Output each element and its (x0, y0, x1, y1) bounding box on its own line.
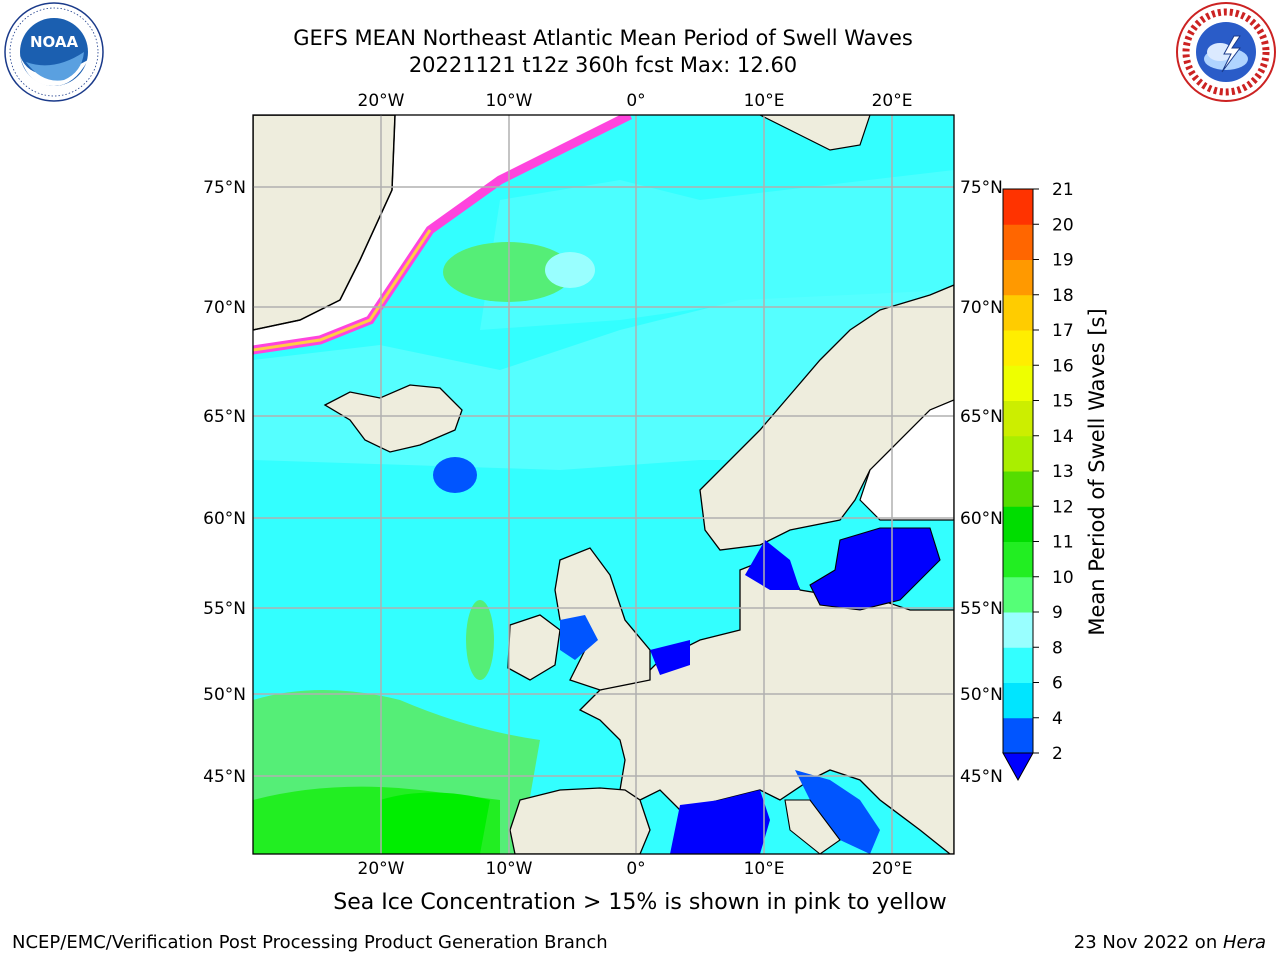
footer-date-text: 23 Nov 2022 on (1073, 932, 1223, 953)
colorbar-tick-label: 4 (1052, 709, 1063, 729)
lon-label-bottom: 20°W (358, 859, 405, 879)
colorbar-tick-label: 2 (1052, 744, 1063, 764)
colorbar-segment (1003, 717, 1033, 754)
lat-label-right: 70°N (960, 298, 1003, 318)
swell-11-12-patch (380, 792, 490, 854)
lon-label-bottom: 10°W (486, 859, 533, 879)
iberia-land (509, 787, 651, 854)
lat-label-right: 75°N (960, 178, 1003, 198)
lat-label-left: 70°N (203, 298, 246, 318)
ireland-land (507, 614, 561, 681)
map-title: GEFS MEAN Northeast Atlantic Mean Period… (293, 26, 913, 50)
colorbar-tick-label: 9 (1052, 603, 1063, 623)
footer-credit: NCEP/EMC/Verification Post Processing Pr… (12, 932, 608, 953)
swell-6-8-north (480, 170, 954, 330)
colorbar-segment (1003, 330, 1033, 366)
colorbar-tick-label: 21 (1052, 180, 1074, 200)
colorbar-tick-label: 12 (1052, 497, 1074, 517)
colorbar-segment (1003, 259, 1033, 296)
lat-label-left: 45°N (203, 767, 246, 787)
lon-label-bottom: 0° (626, 859, 645, 879)
gulf-of-bothnia-ice (859, 399, 954, 521)
map-frame (252, 114, 955, 855)
svalbard-land (759, 115, 871, 151)
colorbar-tick-label: 16 (1052, 356, 1074, 376)
lat-label-right: 65°N (960, 407, 1003, 427)
colorbar-segment (1003, 294, 1033, 331)
colorbar-tick-label: 15 (1052, 392, 1074, 412)
sea-ice-edge-inner (253, 229, 432, 352)
colorbar (1002, 188, 1034, 754)
italy-land (784, 799, 841, 854)
lat-label-right: 50°N (960, 685, 1003, 705)
noaa-logo-text: NOAA (30, 33, 79, 51)
colorbar-segment (1003, 435, 1033, 472)
forecast-subtitle: 20221121 t12z 360h fcst Max: 12.60 (408, 53, 798, 77)
colorbar-segment (1003, 612, 1033, 648)
graticule (253, 115, 954, 854)
nws-logo (1176, 2, 1276, 102)
lon-label-top: 0° (626, 91, 645, 111)
colorbar-segment (1003, 682, 1033, 719)
swell-9-patch-ireland (466, 600, 494, 680)
baltic-sea (809, 527, 941, 611)
colorbar-segment (1003, 647, 1033, 683)
lat-label-left: 50°N (203, 685, 246, 705)
lon-label-bottom: 10°E (744, 859, 785, 879)
lat-label-left: 60°N (203, 509, 246, 529)
colorbar-segment (1003, 365, 1033, 401)
colorbar-under-extension (1002, 752, 1034, 782)
lat-label-left: 65°N (203, 407, 246, 427)
lon-label-top: 20°E (872, 91, 913, 111)
swell-8-9-patch (545, 252, 595, 288)
colorbar-tick-label: 6 (1052, 674, 1063, 694)
lat-label-left: 75°N (203, 178, 246, 198)
colorbar-tick-label: 11 (1052, 533, 1074, 553)
colorbar-ticks: 2 4 6 8 9 10 11 12 13 14 15 16 17 18 19 20 21 (1033, 180, 1074, 764)
footer-date: 23 Nov 2022 on Hera (1074, 932, 1266, 953)
colorbar-tick-label: 13 (1052, 462, 1074, 482)
map-plot-area (253, 115, 954, 854)
colorbar-tick-label: 14 (1052, 427, 1074, 447)
iceland-land (323, 384, 463, 453)
swell-2-4-patch-faroes (433, 457, 477, 493)
swell-9-10-patch-north (443, 242, 573, 302)
colorbar-segment (1003, 400, 1033, 437)
lat-label-right: 60°N (960, 509, 1003, 529)
colorbar-tick-label: 18 (1052, 286, 1074, 306)
lon-label-top: 10°W (486, 91, 533, 111)
colorbar-segment (1003, 541, 1033, 578)
noaa-logo: NOAA (4, 2, 104, 102)
colorbar-tick-label: 19 (1052, 251, 1074, 271)
colorbar-tick-label: 10 (1052, 568, 1074, 588)
lat-label-right: 45°N (960, 767, 1003, 787)
lon-label-top: 10°E (744, 91, 785, 111)
lat-label-left: 55°N (203, 599, 246, 619)
colorbar-segment (1003, 224, 1033, 260)
sea-ice-note: Sea Ice Concentration > 15% is shown in … (333, 890, 947, 915)
colorbar-tick-label: 20 (1052, 215, 1074, 235)
colorbar-tick-label: 17 (1052, 321, 1074, 341)
great-britain-land (554, 547, 651, 691)
lon-label-bottom: 20°E (872, 859, 913, 879)
colorbar-segment (1003, 189, 1033, 225)
southern-north-sea (650, 640, 690, 675)
colorbar-tick-label: 8 (1052, 638, 1063, 658)
lon-label-top: 20°W (358, 91, 405, 111)
footer-host: Hera (1222, 932, 1266, 953)
adriatic-sea (795, 770, 880, 854)
colorbar-segment (1003, 576, 1033, 613)
colorbar-label: Mean Period of Swell Waves [s] (1085, 308, 1109, 636)
mediterranean-west (670, 790, 770, 854)
colorbar-segment (1003, 506, 1033, 542)
colorbar-segment (1003, 471, 1033, 507)
lat-label-right: 55°N (960, 599, 1003, 619)
irish-sea (560, 615, 598, 660)
kattegat-sea (745, 540, 800, 590)
